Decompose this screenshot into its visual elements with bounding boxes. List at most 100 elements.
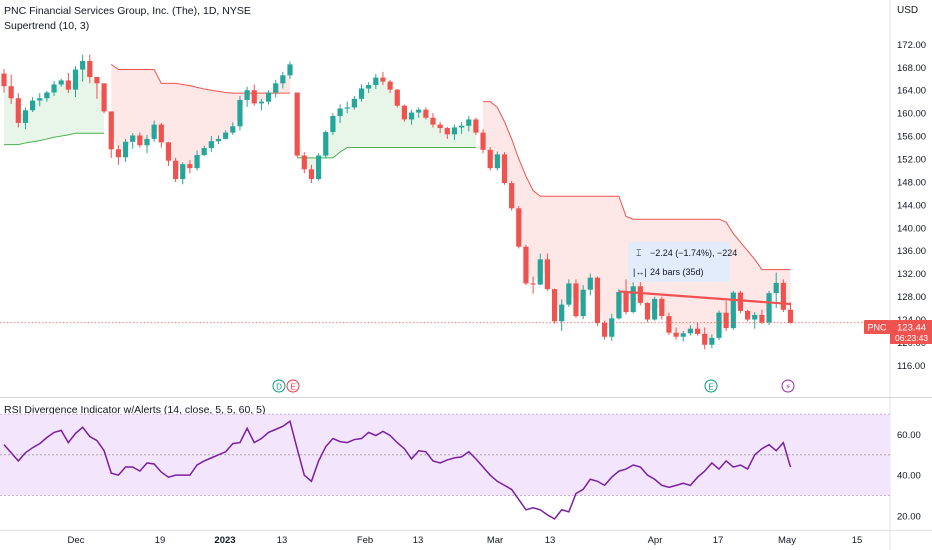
candle[interactable] [373,74,379,90]
candle[interactable] [680,331,686,342]
candle[interactable] [137,132,143,148]
candle[interactable] [258,98,264,111]
candle[interactable] [337,104,343,123]
candle[interactable] [766,290,772,326]
candle[interactable] [444,126,450,139]
candle[interactable] [208,136,214,153]
candle[interactable] [15,93,21,128]
candle[interactable] [666,312,672,336]
candle[interactable] [644,302,651,322]
candle[interactable] [344,101,350,114]
candle[interactable] [251,84,257,106]
event-badge[interactable]: E [286,379,300,393]
candle[interactable] [323,130,329,158]
candle[interactable] [523,245,529,286]
candle[interactable] [72,66,79,98]
candle[interactable] [230,122,236,135]
candle[interactable] [151,120,157,142]
candle[interactable] [358,84,365,102]
candle[interactable] [1,68,7,93]
candle[interactable] [366,82,372,94]
candle[interactable] [87,54,93,84]
candle[interactable] [480,129,486,154]
candle[interactable] [108,111,114,158]
candle[interactable] [716,310,722,341]
candle[interactable] [408,109,415,125]
candle[interactable] [194,150,200,171]
event-badge[interactable]: D [272,379,286,393]
candle[interactable] [730,290,736,330]
event-badge[interactable]: ⚡ [781,379,795,393]
candle[interactable] [144,134,150,154]
candle[interactable] [30,97,36,112]
candle[interactable] [316,153,322,181]
candle[interactable] [437,121,443,134]
candle[interactable] [223,130,229,140]
candle[interactable] [130,133,136,149]
candle[interactable] [330,113,336,135]
candle[interactable] [559,299,565,331]
candle[interactable] [115,145,121,165]
candle[interactable] [487,146,493,171]
candle[interactable] [8,74,14,104]
candle[interactable] [201,145,207,157]
candle[interactable] [630,282,636,314]
candle[interactable] [301,152,307,174]
candle[interactable] [423,107,429,120]
candle[interactable] [280,71,286,89]
candle[interactable] [602,320,608,340]
candle[interactable] [530,276,536,294]
candle[interactable] [537,253,543,286]
candle[interactable] [451,124,458,141]
candle[interactable] [737,290,744,314]
candle[interactable] [94,77,100,99]
candle[interactable] [787,302,794,324]
candle[interactable] [351,95,357,110]
candle[interactable] [244,86,250,107]
candle[interactable] [165,141,172,166]
candle[interactable] [394,89,400,108]
last-price-tag[interactable]: PNC 123.44 06:23:43 [864,320,932,344]
candle[interactable] [51,81,57,96]
candle[interactable] [544,253,550,291]
candle[interactable] [702,327,708,350]
candle[interactable] [616,289,622,320]
candle[interactable] [594,276,601,326]
candle[interactable] [273,79,279,98]
candle[interactable] [44,90,50,102]
candle[interactable] [473,117,479,135]
candle[interactable] [380,71,386,86]
candle[interactable] [709,334,715,349]
candle[interactable] [416,107,422,118]
candle[interactable] [745,309,751,322]
candle[interactable] [652,296,658,321]
candle[interactable] [294,92,300,158]
candle[interactable] [459,121,465,134]
candle[interactable] [80,54,86,82]
candle[interactable] [180,162,186,185]
candle[interactable] [237,95,243,131]
candle[interactable] [494,151,500,171]
candle[interactable] [673,327,679,340]
candle[interactable] [659,296,665,320]
candle[interactable] [687,325,693,336]
candle[interactable] [401,104,407,122]
trend-line[interactable] [618,290,791,306]
candle[interactable] [551,288,558,324]
candle[interactable] [101,83,107,114]
candle[interactable] [580,285,586,319]
candle[interactable] [780,279,786,313]
candle[interactable] [723,301,729,331]
candle[interactable] [587,273,593,296]
candle[interactable] [759,309,765,325]
candle[interactable] [516,206,522,249]
event-badge[interactable]: E [704,379,718,393]
candle[interactable] [173,157,179,182]
candle[interactable] [58,78,64,87]
candle[interactable] [752,312,758,329]
candle[interactable] [22,107,29,130]
candle[interactable] [466,116,472,132]
candle[interactable] [609,313,615,341]
candle[interactable] [37,93,43,107]
candle[interactable] [501,152,508,185]
